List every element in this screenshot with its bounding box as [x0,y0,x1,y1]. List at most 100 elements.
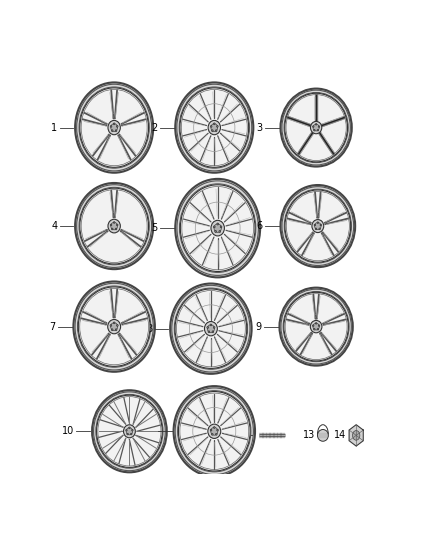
Ellipse shape [318,325,320,326]
Ellipse shape [79,187,149,265]
Ellipse shape [110,224,112,226]
Ellipse shape [353,431,360,440]
Ellipse shape [212,433,213,435]
Ellipse shape [175,388,254,474]
Ellipse shape [115,130,117,132]
Ellipse shape [313,126,314,127]
Ellipse shape [219,230,221,232]
Ellipse shape [77,185,152,268]
Ellipse shape [212,130,213,132]
Ellipse shape [212,331,214,333]
Ellipse shape [77,84,152,171]
Ellipse shape [315,322,317,324]
Ellipse shape [108,219,120,233]
Ellipse shape [211,220,224,236]
Ellipse shape [208,331,210,333]
Ellipse shape [113,322,115,324]
Ellipse shape [317,328,319,330]
Ellipse shape [211,124,218,132]
Ellipse shape [318,430,328,441]
Ellipse shape [285,190,351,262]
Ellipse shape [115,228,117,230]
Ellipse shape [80,88,148,167]
Ellipse shape [180,88,249,167]
Ellipse shape [79,87,149,168]
Ellipse shape [315,228,317,230]
Ellipse shape [215,230,216,232]
Ellipse shape [217,223,219,225]
Ellipse shape [78,286,151,367]
Ellipse shape [208,424,221,439]
Ellipse shape [213,426,215,429]
Ellipse shape [317,130,318,131]
Text: 8: 8 [146,324,152,334]
Ellipse shape [131,433,132,435]
Ellipse shape [96,394,163,468]
Ellipse shape [284,93,348,163]
Ellipse shape [111,222,117,230]
Ellipse shape [177,84,252,171]
Ellipse shape [207,325,215,333]
Ellipse shape [215,130,217,132]
Ellipse shape [80,188,148,264]
Ellipse shape [207,327,208,328]
Ellipse shape [220,226,222,228]
Ellipse shape [96,395,162,467]
Ellipse shape [214,224,221,232]
Ellipse shape [280,88,352,166]
Ellipse shape [215,433,217,435]
Ellipse shape [217,125,218,127]
Ellipse shape [178,391,251,472]
Ellipse shape [313,124,319,131]
Ellipse shape [320,224,321,226]
Ellipse shape [319,228,321,230]
Ellipse shape [173,386,255,477]
Text: 11: 11 [144,426,156,437]
Ellipse shape [312,325,314,326]
Ellipse shape [311,122,322,134]
Text: 3: 3 [257,123,263,133]
Ellipse shape [94,392,165,471]
Ellipse shape [317,222,318,223]
Ellipse shape [127,433,128,435]
Ellipse shape [110,325,112,326]
Ellipse shape [175,289,247,368]
Ellipse shape [213,327,215,328]
Ellipse shape [175,83,253,173]
Ellipse shape [78,287,150,366]
Ellipse shape [318,126,320,127]
Ellipse shape [217,429,218,431]
Text: 14: 14 [335,430,346,440]
Ellipse shape [314,224,316,226]
Ellipse shape [280,185,355,267]
Ellipse shape [129,427,130,429]
Text: 10: 10 [62,426,74,437]
Ellipse shape [285,93,347,162]
Ellipse shape [314,130,315,131]
Ellipse shape [75,283,153,370]
Text: 6: 6 [257,221,263,231]
Ellipse shape [213,226,215,228]
Ellipse shape [115,329,117,330]
Ellipse shape [175,179,260,277]
Ellipse shape [111,228,113,230]
Ellipse shape [282,90,350,165]
Ellipse shape [117,224,118,226]
Ellipse shape [180,185,255,271]
Ellipse shape [279,288,353,366]
Ellipse shape [111,130,113,132]
Ellipse shape [205,321,217,336]
Ellipse shape [75,83,153,173]
Ellipse shape [314,328,315,330]
Ellipse shape [92,390,167,472]
Text: 4: 4 [51,221,57,231]
Ellipse shape [113,222,115,223]
Ellipse shape [313,323,319,330]
Ellipse shape [180,184,256,272]
Ellipse shape [314,222,321,230]
Ellipse shape [282,187,353,265]
Ellipse shape [108,120,120,135]
Ellipse shape [75,183,153,269]
Ellipse shape [281,289,351,364]
Ellipse shape [179,87,249,168]
